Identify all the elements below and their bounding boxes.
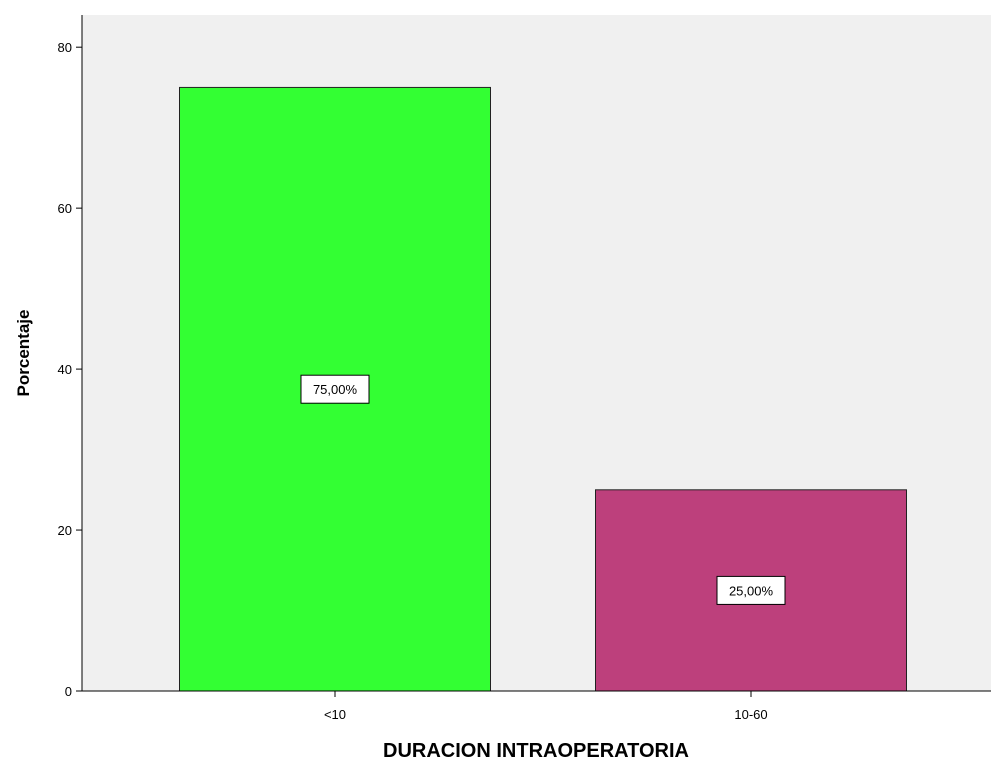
data-label-0: 75,00%	[313, 382, 358, 397]
data-label-box-1	[716, 575, 786, 605]
y-tick-label-3: 60	[58, 201, 72, 216]
x-tick-label-0: <10	[324, 707, 346, 722]
data-label-box-0	[300, 374, 370, 404]
x-tick-label-1: 10-60	[734, 707, 767, 722]
y-axis-title: Porcentaje	[14, 310, 33, 397]
y-ticks-group: 0 20 40 60 80	[58, 40, 82, 699]
data-labels-group: 75,00% 25,00%	[300, 374, 786, 605]
x-axis-title: DURACION INTRAOPERATORIA	[383, 740, 689, 762]
y-tick-label-0: 0	[65, 684, 72, 699]
y-tick-label-1: 20	[58, 523, 72, 538]
y-tick-label-4: 80	[58, 40, 72, 55]
data-label-1: 25,00%	[729, 583, 774, 598]
y-tick-label-2: 40	[58, 362, 72, 377]
x-ticks-group: <10 10-60	[324, 691, 768, 722]
